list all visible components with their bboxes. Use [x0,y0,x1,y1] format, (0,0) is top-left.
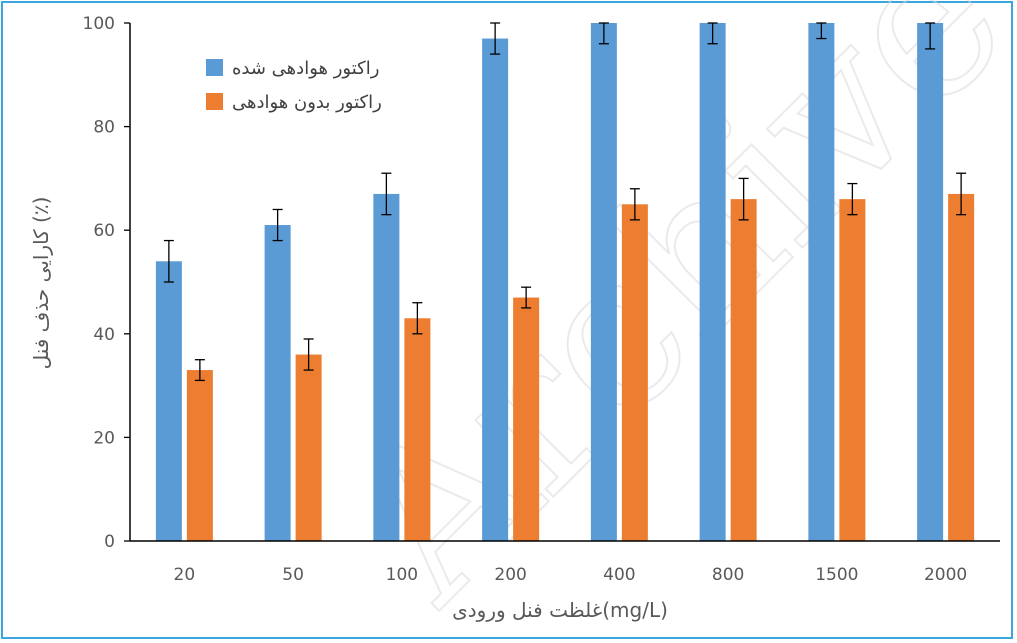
x-tick-label: 400 [603,565,635,585]
legend-label: راکتور بدون هوادهی [232,92,382,113]
y-tick-label: 100 [83,14,115,34]
bar [839,199,866,541]
bar [730,199,757,541]
bar [948,193,975,541]
bar [264,225,291,541]
x-axis-label: غلظت فنل ورودی(mg/L) [452,598,668,622]
bar [621,204,648,542]
legend-swatch [206,59,223,76]
bar [404,318,431,541]
bar [808,23,835,541]
y-tick-label: 0 [104,532,115,552]
x-tick-label: 100 [386,565,418,585]
bar [917,23,944,541]
bar [373,193,400,541]
y-tick-label: 80 [93,118,115,138]
y-tick-label: 40 [93,325,115,345]
bar [186,370,213,541]
legend-label: راکتور هوادهی شده [232,58,379,79]
bar [590,23,617,541]
y-axis-label: کارایی حذف فنل (٪) [29,197,53,370]
bar [295,354,322,541]
bar [699,23,726,541]
bar [513,297,540,541]
x-tick-label: 2000 [924,565,967,585]
x-tick-label: 1500 [815,565,858,585]
bar [155,261,182,541]
bar [482,38,509,541]
y-tick-label: 20 [93,428,115,448]
x-tick-label: 20 [174,565,196,585]
x-tick-label: 200 [494,565,526,585]
x-tick-label: 800 [712,565,744,585]
x-tick-label: 50 [282,565,304,585]
legend-swatch [206,93,223,110]
y-tick-label: 60 [93,221,115,241]
